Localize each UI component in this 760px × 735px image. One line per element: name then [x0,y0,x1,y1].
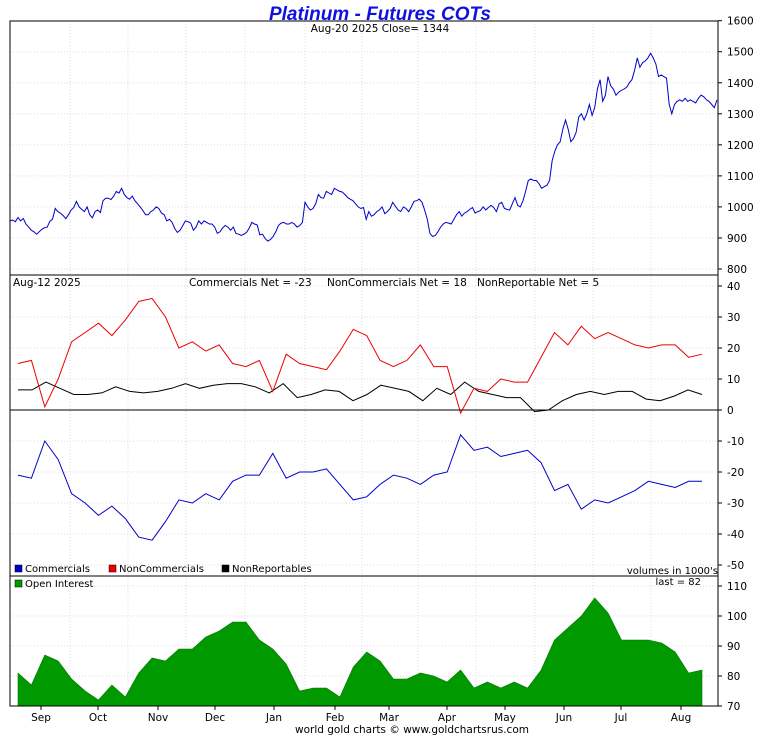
y-tick-label: 40 [727,281,740,293]
y-tick-label: 100 [727,611,747,623]
x-tick-label: Mar [379,712,399,724]
open-interest-area [17,597,703,707]
legend-swatch-open-interest [14,579,23,588]
y-axis-ticks: 8009001000110012001300140015001600-50-40… [718,16,754,713]
x-tick-label: Nov [148,712,169,724]
y-tick-label: 800 [727,264,747,276]
legend-nonreportables: NonReportables [232,564,312,575]
x-tick-label: Feb [326,712,345,724]
cot-legend: Commercials NonCommercials NonReportable… [14,564,312,575]
y-tick-label: 1600 [727,16,754,28]
y-tick-label: 110 [727,581,747,593]
legend-swatch-noncommercials [108,564,117,573]
y-tick-label: 1200 [727,140,754,152]
y-tick-label: 900 [727,233,747,245]
y-tick-label: 1300 [727,109,754,121]
x-tick-label: Dec [205,712,226,724]
y-tick-label: -40 [727,529,744,541]
y-tick-label: 1000 [727,202,754,214]
y-tick-label: 70 [727,701,740,713]
y-tick-label: -50 [727,560,744,572]
legend-swatch-nonreportables [221,564,230,573]
noncommercials-net-label: NonCommercials Net = 18 [327,277,467,289]
y-tick-label: 80 [727,671,740,683]
commercials-net-label: Commercials Net = -23 [189,277,312,289]
y-tick-label: 1500 [727,47,754,59]
y-tick-label: -10 [727,436,744,448]
x-tick-label: Apr [438,712,457,724]
chart-subtitle: Aug-20 2025 Close= 1344 [311,23,450,35]
nonreportable-net-label: NonReportable Net = 5 [477,277,599,289]
price-line [9,52,718,242]
chart-title: Platinum - Futures COTs [269,4,491,25]
cot-date-label: Aug-12 2025 [13,277,81,289]
y-tick-label: -20 [727,467,744,479]
volume-note: volumes in 1000's [627,566,718,577]
y-tick-label: -30 [727,498,744,510]
y-tick-label: 1100 [727,171,754,183]
footer-credit: world gold charts © www.goldchartsrus.co… [295,724,529,735]
open-interest-panel-frame [9,575,719,707]
y-tick-label: 0 [727,405,734,417]
x-tick-label: Jun [555,712,572,724]
y-tick-label: 20 [727,343,740,355]
noncommercials-line [17,297,703,415]
legend-open-interest: Open Interest [25,579,94,590]
x-tick-label: Aug [671,712,692,724]
cot-panel: Aug-12 2025 Commercials Net = -23 NonCom… [13,277,718,577]
price-panel [9,52,718,242]
x-tick-label: Oct [89,712,107,724]
x-tick-label: Sep [31,712,51,724]
x-tick-label: Jan [265,712,282,724]
legend-commercials: Commercials [25,564,90,575]
y-tick-label: 1400 [727,78,754,90]
commercials-line [17,433,702,541]
x-tick-label: Jul [614,712,628,724]
last-note: last = 82 [656,577,702,588]
y-tick-label: 90 [727,641,740,653]
nonreportables-line [18,381,703,413]
x-axis-ticks: Sep Oct Nov Dec Jan Feb Mar Apr May Jun Jul Aug [31,706,691,724]
legend-noncommercials: NonCommercials [119,564,204,575]
open-interest-panel: Open Interest last = 82 [14,577,703,707]
grid-lines [10,20,718,707]
legend-swatch-commercials [14,564,23,573]
y-tick-label: 10 [727,374,740,386]
y-tick-label: 30 [727,312,740,324]
x-tick-label: May [494,712,516,724]
